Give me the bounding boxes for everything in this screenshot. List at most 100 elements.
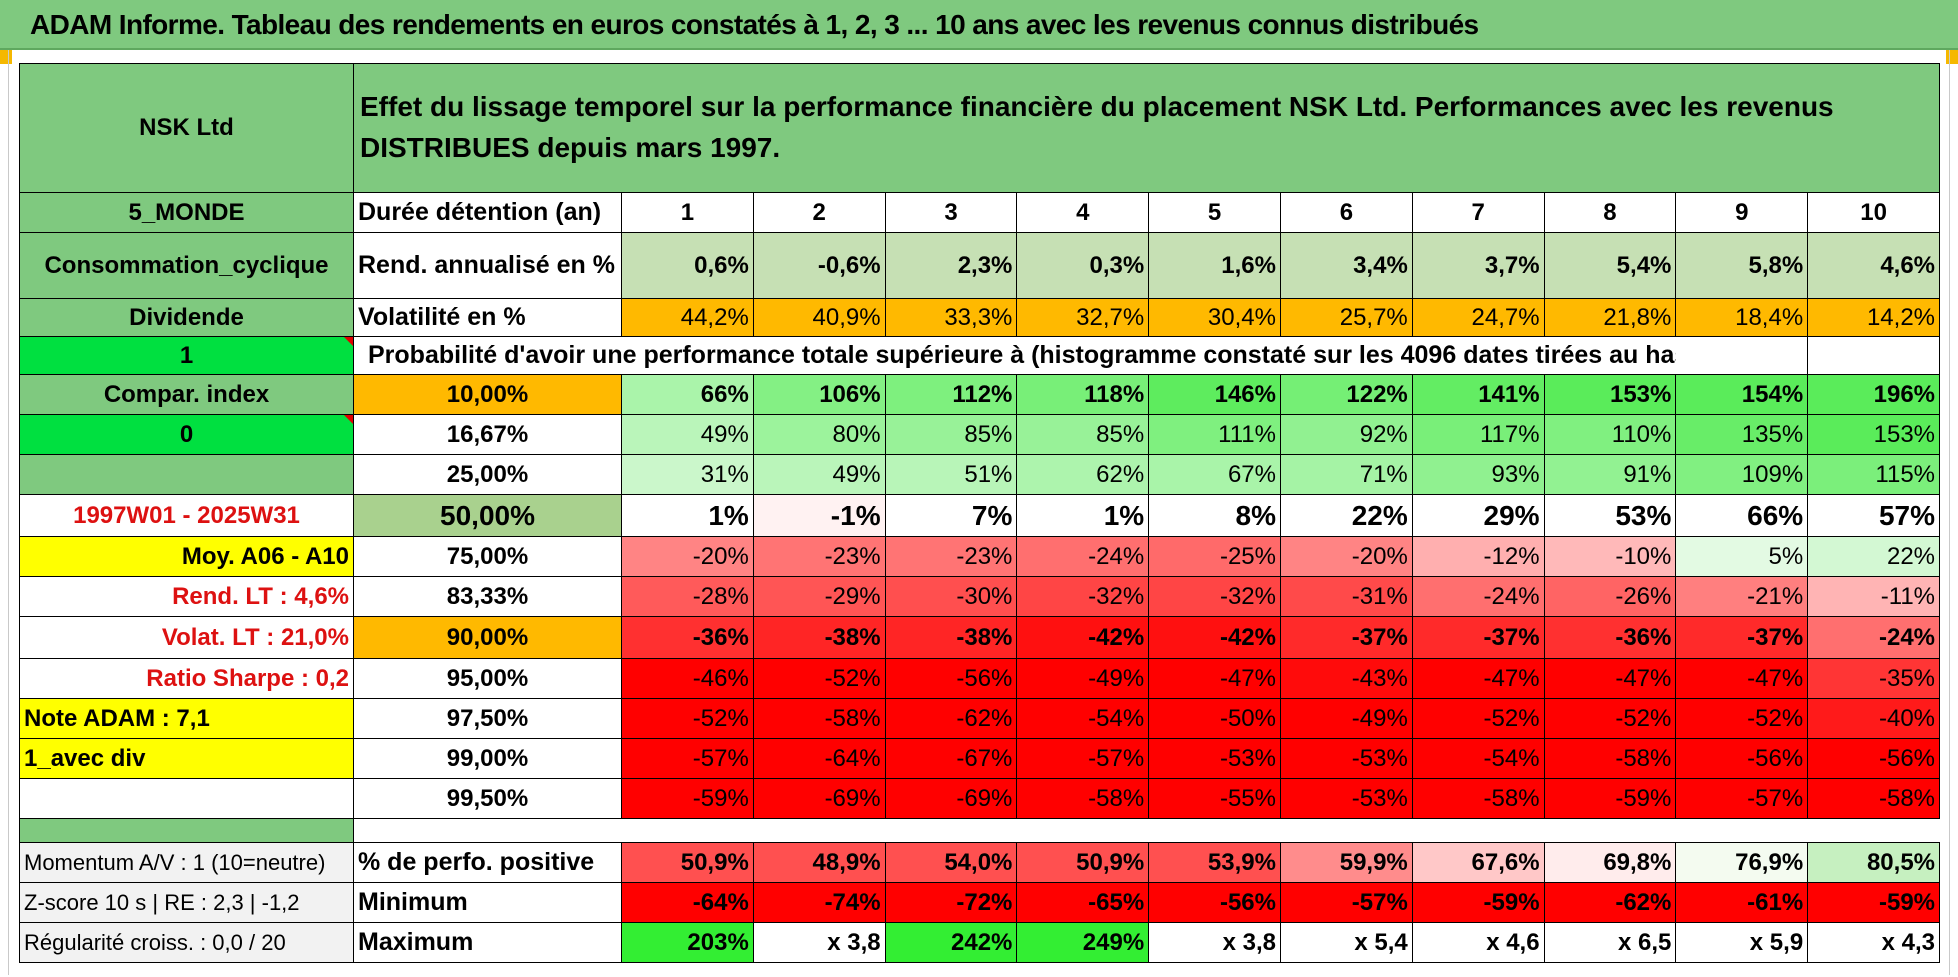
percentile-cell: 7% [884, 494, 1018, 537]
pos-cell: 69,8% [1543, 842, 1677, 883]
min-cell: -61% [1675, 882, 1809, 923]
percentile-cell: 110% [1543, 414, 1677, 455]
percentile-cell: -25% [1148, 536, 1281, 577]
vol-cell: 14,2% [1807, 298, 1941, 337]
min-cell: -59% [1411, 882, 1545, 923]
blank-label [19, 454, 354, 495]
pos-cell: 50,9% [1016, 842, 1150, 883]
percentile-cell: 1% [1016, 494, 1150, 537]
vol-cell: 24,7% [1411, 298, 1545, 337]
pos-cell: 54,0% [884, 842, 1018, 883]
rend-cell: 5,8% [1675, 232, 1809, 299]
percentile-cell: -59% [1543, 778, 1677, 819]
rend-cell: 5,4% [1543, 232, 1677, 299]
min-label: Minimum [353, 882, 622, 923]
vol-cell: 40,9% [752, 298, 886, 337]
percentile-cell: -59% [621, 778, 754, 819]
regularite-label: Régularité croiss. : 0,0 / 20 [19, 922, 354, 963]
percentile-cell: -52% [752, 658, 886, 699]
max-cell: x 5,9 [1675, 922, 1809, 963]
percentile-cell: 93% [1411, 454, 1545, 495]
percentile-cell: -24% [1411, 576, 1545, 617]
percentile-cell: 141% [1411, 374, 1545, 415]
min-cell: -65% [1016, 882, 1150, 923]
percentile-cell: 62% [1016, 454, 1150, 495]
duration-label: Durée détention (an) [353, 192, 622, 233]
percentile-cell: -36% [621, 616, 754, 659]
percentile-cell: -42% [1148, 616, 1281, 659]
percentile-cell: 115% [1807, 454, 1941, 495]
percentile-cell: 117% [1411, 414, 1545, 455]
percentile-cell: -49% [1016, 658, 1150, 699]
percentile-cell: -47% [1148, 658, 1281, 699]
blank-label [19, 778, 354, 819]
percentile-cell: -54% [1411, 738, 1545, 779]
percentile-threshold: 99,50% [353, 778, 622, 819]
percentile-cell: -38% [752, 616, 886, 659]
percentile-cell: -31% [1279, 576, 1413, 617]
percentile-threshold: 25,00% [353, 454, 622, 495]
percentile-cell: -58% [1543, 738, 1677, 779]
rend-cell: 3,4% [1279, 232, 1413, 299]
percentile-cell: 67% [1148, 454, 1281, 495]
percentile-threshold: 50,00% [353, 494, 622, 537]
percentile-cell: -46% [621, 658, 754, 699]
rend-cell: 1,6% [1148, 232, 1281, 299]
empty-cell [1675, 336, 1809, 375]
spacer [353, 818, 1940, 843]
percentile-cell: -1% [752, 494, 886, 537]
year-header: 4 [1016, 192, 1150, 233]
pos-cell: 80,5% [1807, 842, 1941, 883]
report-title: ADAM Informe. Tableau des rendements en … [0, 0, 1958, 50]
performance-table: NSK Ltd Effet du lissage temporel sur la… [19, 63, 1941, 963]
percentile-cell: 153% [1543, 374, 1677, 415]
momentum-label: Momentum A/V : 1 (10=neutre) [19, 842, 354, 883]
percentile-cell: -47% [1411, 658, 1545, 699]
percentile-cell: -53% [1279, 738, 1413, 779]
percentile-cell: -11% [1807, 576, 1941, 617]
percentile-cell: -62% [884, 698, 1018, 739]
percentile-cell: -32% [1148, 576, 1281, 617]
vol-cell: 18,4% [1675, 298, 1809, 337]
percentile-cell: 22% [1279, 494, 1413, 537]
percentile-cell: -42% [1016, 616, 1150, 659]
year-header: 7 [1411, 192, 1545, 233]
percentile-threshold: 97,50% [353, 698, 622, 739]
percentile-threshold: 99,00% [353, 738, 622, 779]
percentile-cell: 153% [1807, 414, 1941, 455]
percentile-cell: -52% [621, 698, 754, 739]
percentile-cell: 31% [621, 454, 754, 495]
flag-one: 1 [19, 336, 354, 375]
percentile-cell: -20% [621, 536, 754, 577]
pos-cell: 48,9% [752, 842, 886, 883]
min-cell: -72% [884, 882, 1018, 923]
max-cell: 203% [621, 922, 754, 963]
vol-cell: 32,7% [1016, 298, 1150, 337]
vol-cell: 33,3% [884, 298, 1018, 337]
flag-zero: 0 [19, 414, 354, 455]
percentile-cell: 29% [1411, 494, 1545, 537]
percentile-cell: 112% [884, 374, 1018, 415]
percentile-cell: -69% [752, 778, 886, 819]
percentile-cell: 5% [1675, 536, 1809, 577]
asset-name: NSK Ltd [19, 63, 354, 193]
percentile-cell: -57% [1016, 738, 1150, 779]
percentile-cell: -52% [1411, 698, 1545, 739]
percentile-cell: 122% [1279, 374, 1413, 415]
percentile-cell: -23% [884, 536, 1018, 577]
vol-cell: 44,2% [621, 298, 754, 337]
percentile-cell: 135% [1675, 414, 1809, 455]
percentile-cell: -36% [1543, 616, 1677, 659]
percentile-cell: -30% [884, 576, 1018, 617]
rend-cell: 2,3% [884, 232, 1018, 299]
percentile-cell: -58% [1016, 778, 1150, 819]
empty-cell [1807, 336, 1941, 375]
volat-lt-label: Volat. LT : 21,0% [19, 616, 354, 659]
percentile-cell: -50% [1148, 698, 1281, 739]
max-cell: x 5,4 [1279, 922, 1413, 963]
report-frame [8, 50, 1950, 975]
percentile-cell: 85% [1016, 414, 1150, 455]
max-cell: 242% [884, 922, 1018, 963]
percentile-cell: -49% [1279, 698, 1413, 739]
region-label: 5_MONDE [19, 192, 354, 233]
